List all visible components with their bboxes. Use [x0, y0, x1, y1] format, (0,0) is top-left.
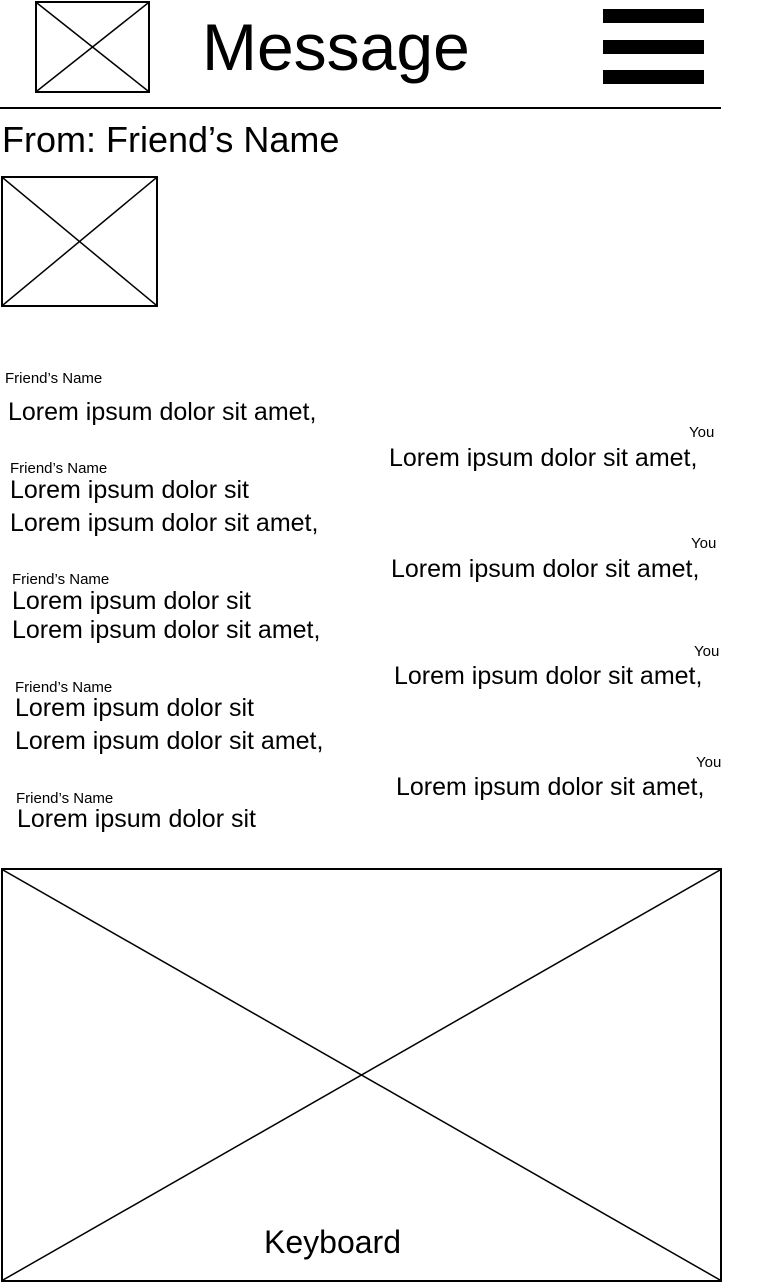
message-sender: You: [696, 754, 722, 771]
message-text: Lorem ipsum dolor sit: [15, 694, 254, 722]
message-text: Lorem ipsum dolor sit amet,: [394, 662, 703, 690]
keyboard-label: Keyboard: [264, 1224, 401, 1260]
page-title: Message: [202, 10, 470, 84]
message-sender: Friend’s Name: [12, 571, 110, 588]
hamburger-menu-icon[interactable]: [603, 9, 704, 84]
friend-photo-placeholder-icon: [1, 176, 158, 307]
message-text: Lorem ipsum dolor sit: [12, 587, 251, 615]
message-text: Lorem ipsum dolor sit amet,: [15, 727, 324, 755]
message-text: Lorem ipsum dolor sit amet,: [8, 398, 317, 426]
message-text: Lorem ipsum dolor sit amet,: [391, 555, 700, 583]
message-sender: Friend’s Name: [15, 679, 113, 696]
message-sender: Friend’s Name: [16, 790, 114, 807]
message-sender: You: [694, 643, 720, 660]
image-placeholder-icon: [3, 870, 720, 1280]
message-text: Lorem ipsum dolor sit amet,: [389, 444, 698, 472]
from-label: From: Friend’s Name: [2, 119, 340, 160]
message-sender: Friend’s Name: [5, 370, 103, 387]
message-sender: You: [691, 535, 717, 552]
message-text: Lorem ipsum dolor sit amet,: [396, 773, 705, 801]
header-divider: [0, 107, 721, 109]
message-text: Lorem ipsum dolor sit amet,: [12, 616, 321, 644]
message-text: Lorem ipsum dolor sit: [10, 476, 249, 504]
header-image-placeholder-icon: [35, 1, 150, 93]
message-text: Lorem ipsum dolor sit: [17, 805, 256, 833]
message-sender: You: [689, 424, 715, 441]
keyboard-placeholder[interactable]: Keyboard: [1, 868, 722, 1282]
message-text: Lorem ipsum dolor sit amet,: [10, 509, 319, 537]
message-sender: Friend’s Name: [10, 460, 108, 477]
